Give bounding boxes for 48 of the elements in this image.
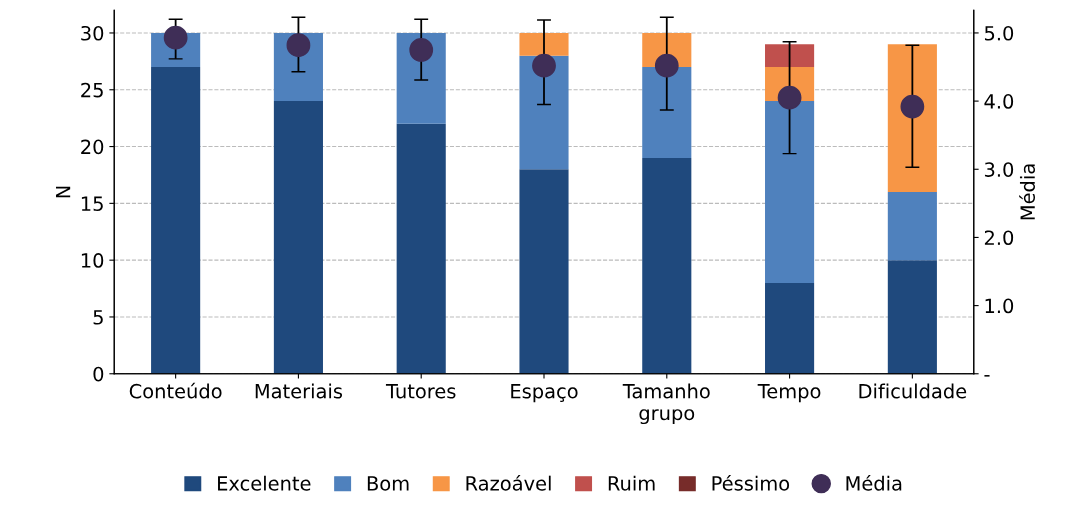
y-tick-label: 25 <box>81 82 103 98</box>
y2-tick-label: 1.0 <box>985 298 1014 314</box>
bar <box>887 260 937 374</box>
bar <box>519 169 569 374</box>
y2-axis-title: Média <box>1019 164 1036 220</box>
y2-tick-label: 4.0 <box>984 94 1014 109</box>
point <box>900 94 925 119</box>
y2-tick-label: 2.0 <box>984 230 1014 246</box>
y-tick-label: 5 <box>93 310 103 325</box>
legend-label: Razoável <box>466 474 551 491</box>
bar <box>519 32 569 56</box>
bar <box>887 44 937 192</box>
x-tick-label: Tempo <box>757 384 821 403</box>
point <box>777 85 802 110</box>
bar <box>151 67 201 374</box>
y2-tick-label: 3.0 <box>984 162 1014 177</box>
bar <box>765 44 815 68</box>
x-tick-label: Espaço <box>511 384 578 403</box>
bar <box>519 55 569 170</box>
bar <box>642 157 692 374</box>
x-tick-label: Conteúdo <box>129 382 222 399</box>
point <box>286 33 311 58</box>
bar <box>765 101 815 283</box>
y-tick-label: 10 <box>81 253 104 268</box>
point <box>654 53 679 78</box>
y-tick-label: 20 <box>81 139 104 155</box>
x-tick-label: Tutores <box>385 384 456 399</box>
y2-tick-label: 5.0 <box>984 25 1014 41</box>
x-tick-label: Tamanho grupo <box>622 383 710 425</box>
y-axis-title: N <box>56 186 71 198</box>
legend-label: Péssimo <box>712 474 790 491</box>
point <box>532 53 556 78</box>
bar <box>273 101 323 374</box>
legend-label: Média <box>846 474 902 491</box>
y-tick-label: 30 <box>81 25 104 41</box>
y-tick-label: 15 <box>81 196 103 212</box>
bar <box>396 123 446 374</box>
legend-label: Ruim <box>608 475 655 491</box>
point <box>409 38 434 62</box>
x-tick-label: Materiais <box>255 383 343 399</box>
y2-tick-label: - <box>984 375 990 377</box>
y-tick-label: 0 <box>93 366 104 382</box>
legend-label: Bom <box>367 476 409 491</box>
bar <box>642 67 692 158</box>
bar <box>887 192 937 261</box>
bar <box>765 282 815 374</box>
x-tick-label: Dificuldade <box>859 383 967 399</box>
legend-label: Excelente <box>218 475 311 491</box>
